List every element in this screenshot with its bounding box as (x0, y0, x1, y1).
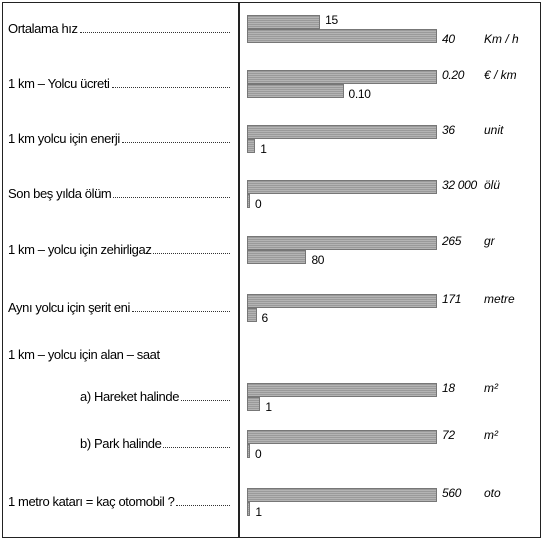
bar (247, 383, 437, 397)
value-label: 1 (265, 400, 272, 414)
value-label: 0 (255, 447, 262, 461)
unit-label: m² (484, 381, 498, 395)
frame (2, 2, 541, 538)
leader-dots (79, 21, 230, 33)
value-label: 1 (255, 505, 262, 519)
value-label: 36 (442, 123, 455, 137)
bar (247, 194, 250, 208)
leader-dots (111, 76, 230, 88)
leader-dots (113, 186, 230, 198)
unit-label: metre (484, 292, 515, 306)
row-label: 1 km yolcu için enerji (8, 131, 230, 147)
value-label: 0.20 (442, 68, 465, 82)
value-label: 40 (442, 32, 455, 46)
value-label: 1 (260, 142, 267, 156)
row-label: 1 km – yolcu için zehirligaz (8, 242, 230, 258)
unit-label: oto (484, 486, 501, 500)
value-label: 6 (261, 311, 269, 325)
row-label: 1 km – Yolcu ücreti (8, 76, 230, 92)
leader-dots (153, 242, 230, 254)
row-label: b) Park halinde (8, 436, 230, 452)
row-label: a) Hareket halinde (8, 389, 230, 405)
bar (247, 180, 437, 194)
bar (247, 125, 437, 139)
value-label: 0.10 (348, 87, 371, 101)
leader-dots (163, 436, 230, 448)
bar (247, 139, 256, 153)
row-label: 1 metro katarı = kaç otomobil ? (8, 494, 230, 510)
divider (238, 2, 240, 538)
label-text: Son beş yılda ölüm (8, 186, 112, 201)
unit-label: ölü (484, 178, 501, 192)
value-label: 15 (325, 13, 338, 27)
leader-dots (181, 389, 230, 401)
bar (247, 29, 437, 43)
bar (247, 488, 437, 502)
bar (247, 502, 251, 516)
row-label: Ortalama hız (8, 21, 230, 37)
value-label: 0 (255, 197, 262, 211)
value-label: 72 (442, 428, 455, 442)
bar (247, 84, 344, 98)
leader-dots (176, 494, 230, 506)
label-text: Ortalama hız (8, 21, 78, 36)
bar (247, 430, 437, 444)
leader-dots (132, 300, 230, 312)
bar (247, 15, 321, 29)
label-text: 1 km yolcu için enerji (8, 131, 120, 146)
bar (247, 444, 250, 458)
leader-dots (121, 131, 230, 143)
value-label: 32 000 (442, 178, 477, 192)
unit-label: Km / h (484, 32, 519, 46)
label-text: a) Hareket halinde (80, 389, 180, 404)
value-label: 265 (442, 234, 462, 248)
label-text: 1 km – Yolcu ücreti (8, 76, 110, 91)
unit-label: unit (484, 123, 504, 137)
label-text: 1 km – yolcu için zehirligaz (8, 242, 152, 257)
row-label: Aynı yolcu için şerit eni (8, 300, 230, 316)
bar (247, 236, 437, 250)
bar (247, 250, 307, 264)
value-label: 18 (442, 381, 455, 395)
label-text: 1 km – yolcu için alan – saat (8, 347, 160, 362)
bar (247, 308, 257, 322)
unit-label: gr (484, 234, 495, 248)
value-label: 80 (311, 253, 325, 267)
unit-label: m² (484, 428, 498, 442)
bar (247, 294, 437, 308)
bar (247, 70, 437, 84)
label-text: Aynı yolcu için şerit eni (8, 300, 130, 315)
value-label: 171 (442, 292, 462, 306)
bar (247, 397, 261, 411)
value-label: 560 (442, 486, 462, 500)
label-text: 1 metro katarı = kaç otomobil ? (8, 494, 175, 509)
unit-label: € / km (484, 68, 517, 82)
row-label: Son beş yılda ölüm (8, 186, 230, 202)
label-text: b) Park halinde (80, 436, 162, 451)
row-label: 1 km – yolcu için alan – saat (8, 347, 230, 363)
